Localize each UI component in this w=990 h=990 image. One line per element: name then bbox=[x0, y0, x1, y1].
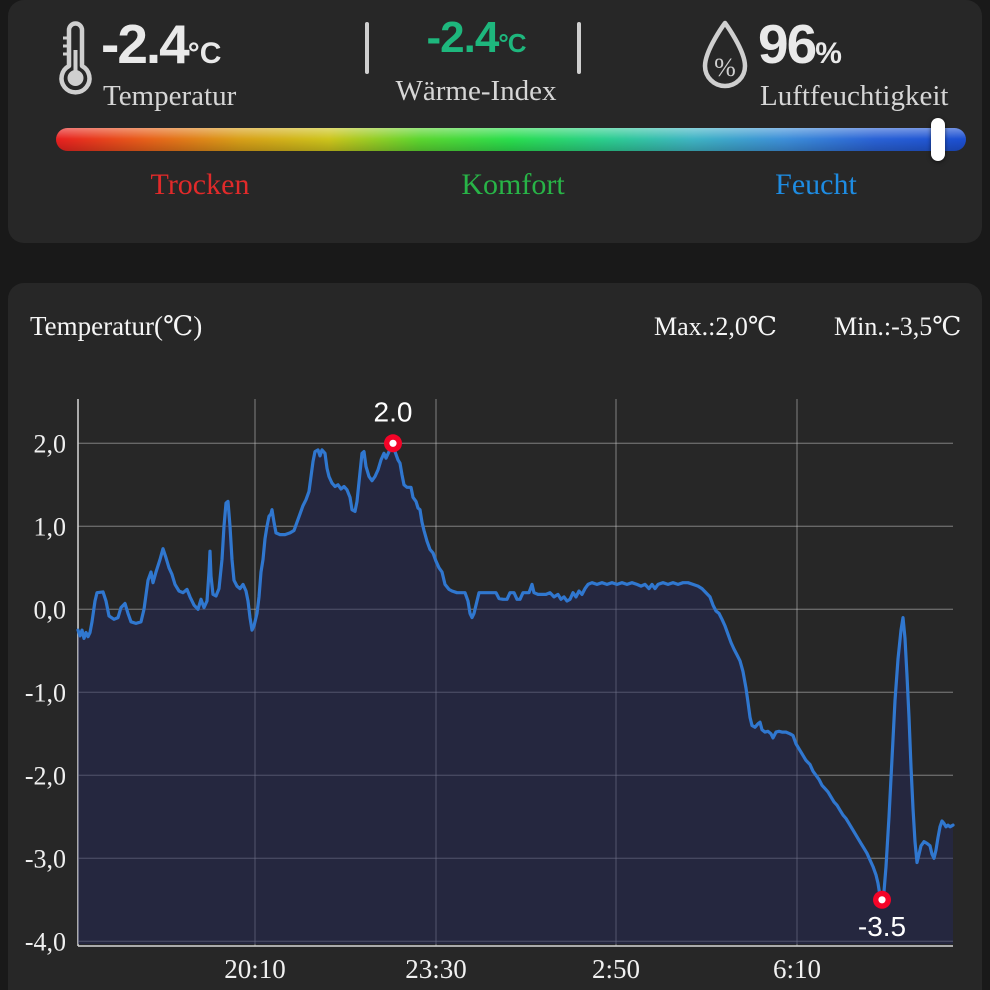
temperature-line bbox=[76, 441, 955, 902]
chart-max-label: Max.:2,0℃ bbox=[654, 312, 777, 341]
y-tick-label: -3,0 bbox=[25, 844, 66, 873]
comfort-gauge-handle bbox=[930, 118, 945, 161]
y-tick-label: -2,0 bbox=[25, 761, 66, 790]
heat-index-unit: °C bbox=[498, 28, 526, 58]
temperature-value: -2.4°C bbox=[101, 13, 222, 75]
min-value-label: -3.5 bbox=[858, 911, 906, 942]
chart-title: Temperatur(℃) bbox=[30, 311, 203, 341]
divider-right bbox=[577, 22, 581, 74]
zone-label-trocken: Trocken bbox=[150, 168, 250, 201]
svg-text:%: % bbox=[714, 53, 736, 82]
comfort-gauge-track bbox=[56, 118, 966, 161]
temperature-chart-card: Temperatur(℃) Max.:2,0℃ Min.:-3,5℃ 2,0 1,… bbox=[8, 283, 982, 990]
temperature-label: Temperatur bbox=[103, 80, 237, 112]
max-value-label: 2.0 bbox=[374, 396, 413, 427]
humidity-label: Luftfeuchtigkeit bbox=[760, 80, 949, 112]
y-tick-label: 1,0 bbox=[34, 512, 67, 541]
divider-left bbox=[365, 22, 369, 74]
y-tick-label: -4,0 bbox=[25, 927, 66, 956]
readings-card: -2.4°C Temperatur -2.4°C Wärme-Index % 9… bbox=[8, 0, 982, 243]
x-tick-label: 2:50 bbox=[592, 954, 640, 984]
min-marker-dot bbox=[878, 896, 886, 904]
zone-label-feucht: Feucht bbox=[775, 168, 857, 201]
humidity-unit: % bbox=[815, 37, 842, 70]
temperature-history-plot[interactable]: 2,0 1,0 0,0 -1,0 -2,0 -3,0 -4,0 20:10 23:30 2:50 6… bbox=[8, 283, 982, 990]
zone-label-komfort: Komfort bbox=[461, 168, 565, 201]
humidity-drop-icon: % bbox=[702, 20, 748, 89]
x-tick-label: 20:10 bbox=[224, 954, 286, 984]
y-tick-label: 2,0 bbox=[34, 429, 67, 458]
y-tick-label: -1,0 bbox=[25, 678, 66, 707]
x-tick-label: 6:10 bbox=[773, 954, 821, 984]
chart-min-label: Min.:-3,5℃ bbox=[834, 312, 962, 341]
y-tick-label: 0,0 bbox=[34, 595, 67, 624]
humidity-value: 96% bbox=[758, 13, 842, 75]
heat-index-value: -2.4°C bbox=[426, 13, 526, 62]
heat-index-label: Wärme-Index bbox=[395, 75, 557, 107]
heat-index-group: -2.4°C Wärme-Index bbox=[376, 14, 576, 108]
max-marker-dot bbox=[389, 439, 397, 447]
thermometer-icon bbox=[59, 21, 92, 95]
temperature-area bbox=[78, 443, 953, 944]
x-tick-label: 23:30 bbox=[405, 954, 467, 984]
temperature-unit: °C bbox=[187, 37, 222, 70]
